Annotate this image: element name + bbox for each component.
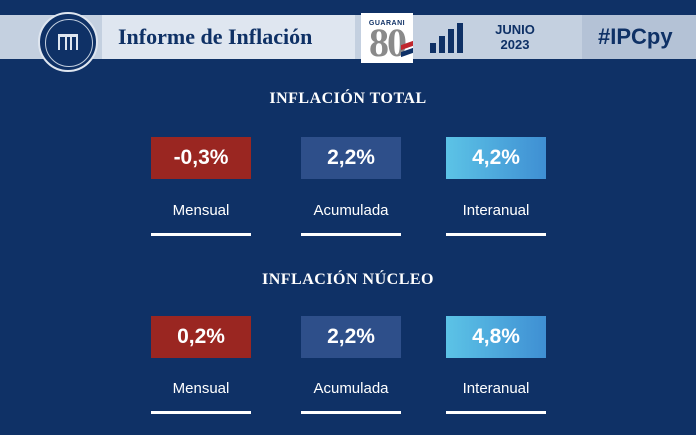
cumulative-core-label: Acumulada xyxy=(313,380,389,397)
monthly-core-label: Mensual xyxy=(172,380,230,397)
yearly-total-label: Interanual xyxy=(462,202,530,219)
monthly-total-value: -0,3% xyxy=(151,137,251,179)
monthly-total-label: Mensual xyxy=(172,202,230,219)
report-date: JUNIO 2023 xyxy=(480,22,550,52)
report-month: JUNIO xyxy=(495,22,535,37)
logo-80-number: 80 xyxy=(369,20,407,65)
yearly-total-value: 4,2% xyxy=(446,137,546,179)
logo-guarani-text: GUARANI xyxy=(368,20,406,27)
cumulative-core-value: 2,2% xyxy=(301,316,401,358)
monthly-total-underline xyxy=(151,233,251,236)
hashtag-panel xyxy=(582,15,696,59)
cumulative-total-value: 2,2% xyxy=(301,137,401,179)
cumulative-total-underline xyxy=(301,233,401,236)
bar-chart-icon xyxy=(430,23,464,53)
section-title-core: INFLACIÓN NÚCLEO xyxy=(261,271,434,288)
hashtag: #IPCpy xyxy=(598,24,673,49)
section-title-total: INFLACIÓN TOTAL xyxy=(269,90,427,107)
yearly-core-label: Interanual xyxy=(462,380,530,397)
yearly-core-value: 4,8% xyxy=(446,316,546,358)
monthly-core-value: 0,2% xyxy=(151,316,251,358)
anniversary-80-logo: GUARANI 80 xyxy=(361,13,413,63)
cumulative-core-underline xyxy=(301,411,401,414)
central-bank-seal-icon xyxy=(38,12,98,72)
yearly-total-underline xyxy=(446,233,546,236)
title-panel xyxy=(102,15,355,59)
report-title: Informe de Inflación xyxy=(118,24,313,49)
report-year: 2023 xyxy=(500,37,530,52)
yearly-core-underline xyxy=(446,411,546,414)
header-bar: Informe de Inflación GUARANI 80 JUNIO 20… xyxy=(0,0,696,75)
monthly-core-underline xyxy=(151,411,251,414)
cumulative-total-label: Acumulada xyxy=(313,202,389,219)
